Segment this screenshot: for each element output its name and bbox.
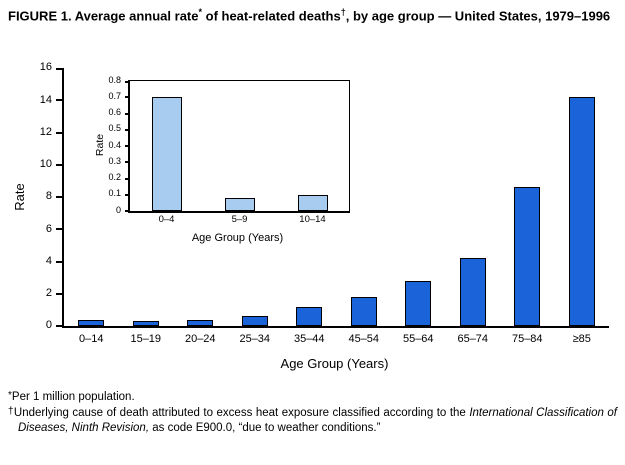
- y-tick-mark: [125, 177, 130, 180]
- y-tick-mark: [56, 131, 64, 134]
- y-tick-mark: [56, 68, 64, 70]
- y-tick-label: 0: [45, 319, 52, 332]
- title-text: FIGURE 1. Average annual rate: [8, 8, 199, 24]
- y-tick-label: 0.8: [108, 74, 121, 85]
- bar-0–4: [151, 97, 182, 211]
- title-text: of heat-related deaths: [202, 8, 341, 24]
- y-tick-label: 0.6: [108, 107, 121, 118]
- y-tick-label: 10: [39, 158, 52, 171]
- x-tick-label: 10–14: [299, 214, 326, 225]
- bar-5–9: [224, 198, 255, 211]
- bar-45–54: [350, 296, 377, 326]
- y-tick-label: 8: [45, 190, 52, 203]
- y-tick-label: 0: [115, 204, 121, 215]
- y-tick-mark: [56, 99, 64, 102]
- y-tick-mark: [56, 260, 64, 263]
- y-tick-mark: [56, 292, 64, 295]
- bar-75–84: [514, 187, 541, 326]
- footnote-dagger-italic: International Classification of Diseases…: [18, 407, 618, 435]
- footnote-dagger: †Underlying cause of death attributed to…: [8, 406, 617, 436]
- bar-35–44: [296, 306, 323, 326]
- x-tick-label: ≥85: [572, 333, 591, 345]
- x-tick-label: 55–64: [402, 333, 434, 345]
- y-tick-mark: [125, 81, 130, 83]
- inset-x-axis-label: Age Group (Years): [191, 232, 284, 244]
- y-tick-label: 14: [39, 93, 52, 106]
- figure-title: FIGURE 1. Average annual rate* of heat-r…: [8, 6, 617, 26]
- y-tick-label: 16: [39, 61, 52, 74]
- y-tick-mark: [125, 128, 130, 131]
- y-tick-mark: [125, 96, 130, 99]
- y-tick-label: 0.3: [108, 155, 121, 166]
- x-tick-label: 75–84: [511, 333, 543, 345]
- y-tick-label: 0.1: [108, 188, 121, 199]
- footnote-dagger-text: Underlying cause of death attributed to …: [13, 407, 470, 420]
- title-text: , by age group — United States, 1979–199…: [345, 8, 611, 24]
- footnote-asterisk: *Per 1 million population.: [8, 390, 617, 405]
- footnote-dagger-suffix: as code E900.0, “due to weather conditio…: [149, 422, 381, 435]
- main-plot-area: 0 2 4 6 8 10 12 14 16 0–14 15–19 20–24 25–34 35–44 45–…: [40, 61, 609, 345]
- y-tick-label: 2: [45, 287, 52, 300]
- footnote-asterisk-text: Per 1 million population.: [11, 391, 135, 403]
- x-tick-label: 20–24: [184, 333, 216, 345]
- x-tick-label: 25–34: [239, 333, 271, 345]
- y-tick-mark: [125, 193, 130, 196]
- y-tick-label: 0.7: [108, 90, 121, 101]
- y-tick-mark: [56, 163, 64, 166]
- y-tick-label: 0.4: [108, 139, 121, 150]
- bar-65–74: [459, 258, 486, 326]
- y-tick-mark: [125, 145, 130, 147]
- bar-10–14: [297, 194, 328, 211]
- bar-55–64: [405, 280, 432, 326]
- main-chart: Rate 0 2 4 6 8 10 12 14 16 0–14 15–19 20–24 25–34 35–…: [0, 55, 625, 385]
- x-tick-label: 65–74: [457, 333, 489, 345]
- x-tick-label: 0–14: [79, 333, 104, 345]
- title-asterisk: *: [198, 7, 203, 17]
- y-tick-mark: [125, 161, 130, 164]
- dagger-marker: †: [8, 406, 14, 418]
- title-dagger: †: [340, 7, 346, 17]
- x-tick-label: 35–44: [293, 333, 325, 345]
- bar-25–34: [241, 316, 268, 326]
- bar-0–14: [78, 319, 105, 326]
- y-tick-label: 0.2: [108, 172, 121, 183]
- x-tick-label: 15–19: [130, 333, 162, 345]
- y-tick-mark: [125, 210, 130, 212]
- asterisk-marker: *: [8, 390, 12, 401]
- y-tick-mark: [56, 196, 64, 198]
- y-tick-label: 6: [45, 222, 52, 235]
- inset-plot-area: 0 0.1 0.2 0.3 0.4 0.5 0.6 0.7 0.8 0–4 5–9 10–14: [108, 75, 350, 225]
- y-tick-mark: [125, 112, 130, 115]
- y-tick-mark: [56, 228, 64, 231]
- bar-≥85: [568, 97, 595, 326]
- y-tick-label: 12: [39, 125, 52, 138]
- x-tick-label: 45–54: [348, 333, 380, 345]
- y-tick-label: 0.5: [108, 123, 121, 134]
- y-tick-mark: [56, 325, 64, 327]
- y-tick-label: 4: [45, 254, 52, 267]
- main-x-axis-label: Age Group (Years): [280, 356, 389, 371]
- bar-15–19: [132, 321, 159, 326]
- x-tick-label: 0–4: [158, 214, 175, 225]
- bar-20–24: [187, 319, 214, 326]
- x-tick-label: 5–9: [231, 214, 248, 225]
- footnotes: *Per 1 million population. †Underlying c…: [8, 390, 617, 438]
